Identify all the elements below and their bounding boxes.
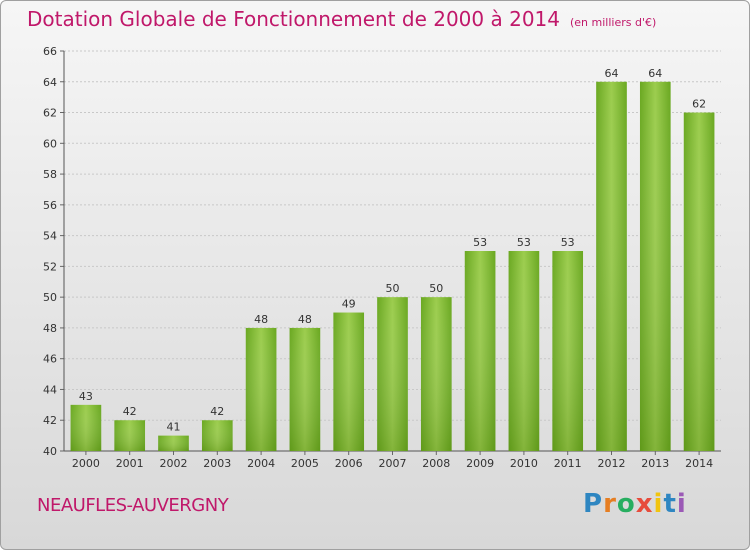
y-tick-label: 42 xyxy=(43,414,57,427)
data-label: 41 xyxy=(167,421,181,434)
x-tick-label: 2002 xyxy=(160,457,188,470)
y-tick-label: 44 xyxy=(43,383,57,396)
data-label: 48 xyxy=(254,313,268,326)
x-tick-label: 2003 xyxy=(203,457,231,470)
y-tick-label: 54 xyxy=(43,230,57,243)
data-label: 62 xyxy=(692,98,706,111)
bar-shade xyxy=(683,112,715,452)
y-tick-label: 62 xyxy=(43,107,57,120)
y-tick-label: 64 xyxy=(43,76,57,89)
bar-shade xyxy=(377,297,408,451)
logo-letter: x xyxy=(635,489,654,519)
data-label: 49 xyxy=(342,298,356,311)
data-label: 42 xyxy=(210,405,224,418)
y-tick-label: 46 xyxy=(43,353,57,366)
y-tick-label: 56 xyxy=(43,199,57,212)
bar-shade xyxy=(245,327,277,451)
logo-letter: t xyxy=(663,489,677,519)
bar-shade xyxy=(114,420,146,451)
logo-letter: o xyxy=(616,489,636,519)
x-tick-label: 2014 xyxy=(685,457,713,470)
bar-shade xyxy=(639,81,671,452)
bar-shade xyxy=(464,251,496,451)
bar-shade xyxy=(596,81,627,452)
x-tick-label: 2006 xyxy=(335,457,363,470)
bar-shade xyxy=(508,251,540,451)
plot-area: 40 42 44 46 48 50 52 54 56 58 60 62 64 66 43 2000 42 2001… xyxy=(43,45,721,470)
y-tick-label: 48 xyxy=(43,322,57,335)
proxiti-logo: Proxiti xyxy=(583,489,687,519)
bar-shade xyxy=(70,404,102,451)
y-tick-label: 52 xyxy=(43,260,57,273)
data-label: 50 xyxy=(429,282,443,295)
y-tick-label: 60 xyxy=(43,137,57,150)
bar-shade xyxy=(552,251,584,451)
bar-shade xyxy=(333,312,365,451)
data-label: 64 xyxy=(648,67,662,80)
y-tick-label: 50 xyxy=(43,291,57,304)
bar-shade xyxy=(201,420,233,451)
title-text: Dotation Globale de Fonctionnement de 20… xyxy=(27,7,560,31)
data-label: 64 xyxy=(605,67,619,80)
logo-letter: i xyxy=(676,489,687,519)
logo-letter: r xyxy=(603,489,617,519)
data-label: 53 xyxy=(473,236,487,249)
x-tick-label: 2000 xyxy=(72,457,100,470)
x-tick-label: 2004 xyxy=(247,457,275,470)
x-tick-label: 2012 xyxy=(598,457,626,470)
data-label: 48 xyxy=(298,313,312,326)
x-tick-label: 2010 xyxy=(510,457,538,470)
data-label: 53 xyxy=(517,236,531,249)
bar-shade xyxy=(420,297,452,451)
logo-letter: i xyxy=(653,489,664,519)
y-tick-label: 66 xyxy=(43,45,57,58)
logo-letter: P xyxy=(583,489,604,519)
data-label: 50 xyxy=(386,282,400,295)
bar-shade xyxy=(289,327,321,451)
data-label: 53 xyxy=(561,236,575,249)
chart-title: Dotation Globale de Fonctionnement de 20… xyxy=(27,7,656,31)
data-label: 42 xyxy=(123,405,137,418)
x-tick-label: 2001 xyxy=(116,457,144,470)
data-label: 43 xyxy=(79,390,93,403)
x-tick-label: 2009 xyxy=(466,457,494,470)
x-tick-label: 2011 xyxy=(554,457,582,470)
x-tick-label: 2008 xyxy=(422,457,450,470)
x-tick-label: 2007 xyxy=(379,457,407,470)
y-tick-label: 58 xyxy=(43,168,57,181)
x-tick-label: 2005 xyxy=(291,457,319,470)
bar-shade xyxy=(158,435,189,451)
commune-name: NEAUFLES-AUVERGNY xyxy=(37,495,229,516)
chart-subtitle: (en milliers d'€) xyxy=(570,16,657,29)
x-tick-label: 2013 xyxy=(641,457,669,470)
y-tick-label: 40 xyxy=(43,445,57,458)
